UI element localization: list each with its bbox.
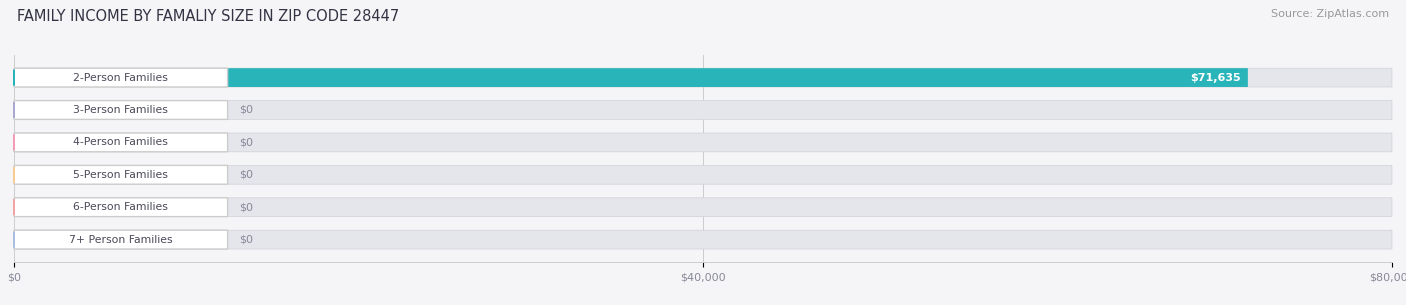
FancyBboxPatch shape <box>14 133 228 152</box>
Text: 4-Person Families: 4-Person Families <box>73 137 169 147</box>
Text: 7+ Person Families: 7+ Person Families <box>69 235 173 245</box>
FancyBboxPatch shape <box>14 68 1392 87</box>
Text: Source: ZipAtlas.com: Source: ZipAtlas.com <box>1271 9 1389 19</box>
Text: 6-Person Families: 6-Person Families <box>73 202 169 212</box>
FancyBboxPatch shape <box>14 133 1392 152</box>
Text: $71,635: $71,635 <box>1191 73 1241 83</box>
FancyBboxPatch shape <box>14 198 1392 217</box>
FancyBboxPatch shape <box>14 230 228 249</box>
Text: $0: $0 <box>239 202 253 212</box>
Text: FAMILY INCOME BY FAMALIY SIZE IN ZIP CODE 28447: FAMILY INCOME BY FAMALIY SIZE IN ZIP COD… <box>17 9 399 24</box>
FancyBboxPatch shape <box>14 68 1249 87</box>
FancyBboxPatch shape <box>14 230 1392 249</box>
Text: 2-Person Families: 2-Person Families <box>73 73 169 83</box>
Text: $0: $0 <box>239 137 253 147</box>
Text: $0: $0 <box>239 105 253 115</box>
FancyBboxPatch shape <box>14 165 228 184</box>
Text: 5-Person Families: 5-Person Families <box>73 170 169 180</box>
Text: $0: $0 <box>239 235 253 245</box>
FancyBboxPatch shape <box>14 101 1392 119</box>
Text: $0: $0 <box>239 170 253 180</box>
FancyBboxPatch shape <box>14 165 1392 184</box>
Text: 3-Person Families: 3-Person Families <box>73 105 169 115</box>
FancyBboxPatch shape <box>14 198 228 217</box>
FancyBboxPatch shape <box>14 101 228 119</box>
FancyBboxPatch shape <box>14 68 228 87</box>
